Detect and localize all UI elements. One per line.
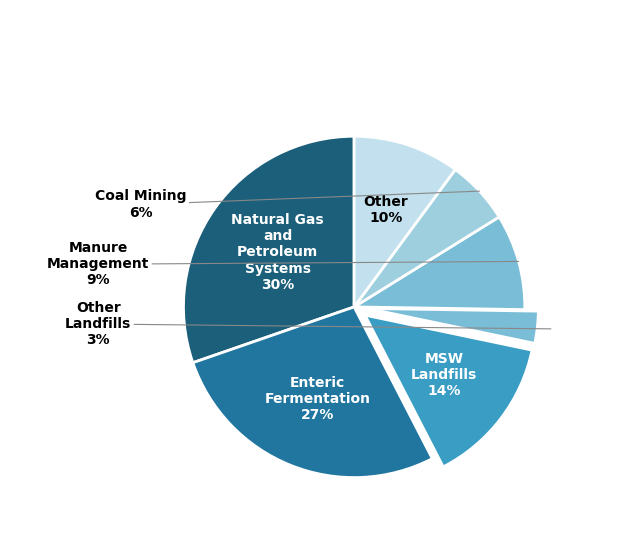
Wedge shape: [365, 315, 532, 467]
Wedge shape: [354, 217, 525, 310]
Wedge shape: [354, 136, 455, 307]
Text: Manure
Management
9%: Manure Management 9%: [47, 241, 518, 288]
Text: MSW
Landfills
14%: MSW Landfills 14%: [411, 352, 477, 398]
Text: Other
Landfills
3%: Other Landfills 3%: [65, 301, 551, 347]
Text: 2022 U.S. Methane Emissions, By Source: 2022 U.S. Methane Emissions, By Source: [80, 26, 560, 46]
Wedge shape: [368, 309, 538, 343]
Wedge shape: [193, 307, 433, 478]
Wedge shape: [184, 136, 354, 363]
Text: Natural Gas
and
Petroleum
Systems
30%: Natural Gas and Petroleum Systems 30%: [231, 213, 324, 292]
Text: Enteric
Fermentation
27%: Enteric Fermentation 27%: [264, 375, 371, 422]
Wedge shape: [354, 169, 499, 307]
Text: Other
10%: Other 10%: [364, 195, 408, 225]
Text: Coal Mining
6%: Coal Mining 6%: [95, 190, 479, 220]
